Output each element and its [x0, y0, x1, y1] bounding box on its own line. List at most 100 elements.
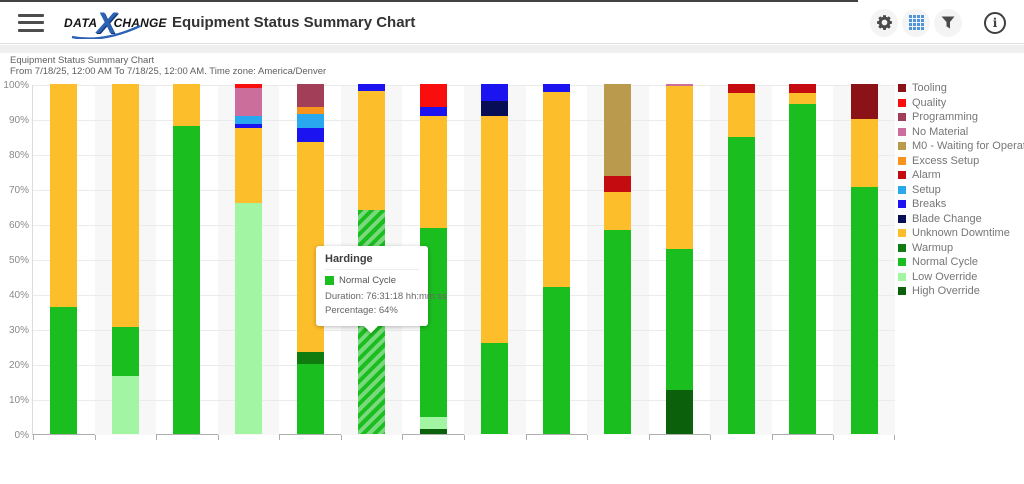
bar-segment-unknown-downtime[interactable] — [173, 84, 201, 126]
legend-item-high-override[interactable]: High Override — [898, 284, 1024, 299]
bar-segment-alarm[interactable] — [789, 84, 817, 94]
gridline — [33, 85, 895, 86]
legend-item-programming[interactable]: Programming — [898, 110, 1024, 125]
legend-item-excess-setup[interactable]: Excess Setup — [898, 154, 1024, 169]
bar-Star[interactable] — [850, 84, 878, 434]
x-axis-tick — [710, 435, 712, 440]
bar-segment-unknown-downtime[interactable] — [604, 192, 632, 230]
legend-swatch — [898, 272, 906, 281]
bar-segment-normal-cycle[interactable] — [542, 287, 570, 434]
bar-segment-breaks[interactable] — [542, 84, 570, 93]
bar-segment-programming[interactable] — [296, 84, 324, 107]
y-axis-label: 40% — [8, 290, 29, 301]
bar-segment-unknown-downtime[interactable] — [50, 84, 78, 307]
bar-segment-low-override[interactable] — [235, 203, 262, 434]
legend-item-warmup[interactable]: Warmup — [898, 241, 1024, 256]
bar-segment-breaks[interactable] — [419, 107, 447, 116]
bar-segment-setup[interactable] — [296, 113, 324, 128]
legend-item-no-material[interactable]: No Material — [898, 125, 1024, 140]
bar-Saw[interactable] — [481, 84, 509, 434]
bar-segment-no-material[interactable] — [235, 87, 262, 116]
legend-item-blade-change[interactable]: Blade Change — [898, 212, 1024, 227]
grid-view-button[interactable] — [902, 8, 930, 37]
legend-item-m0-waiting-for-operator[interactable]: M0 - Waiting for Operator — [898, 139, 1024, 154]
logo-swoosh — [71, 24, 141, 39]
bar-segment-breaks[interactable] — [481, 84, 509, 102]
bar-31i[interactable] — [604, 84, 632, 434]
bar-segment-normal-cycle[interactable] — [173, 126, 201, 434]
legend-swatch — [898, 214, 906, 223]
bar-segment-tooling[interactable] — [850, 84, 878, 119]
legend-label: Unknown Downtime — [912, 227, 1010, 240]
bar-segment-unknown-downtime[interactable] — [727, 93, 755, 137]
bar-segment-breaks[interactable] — [358, 84, 386, 91]
bar-segment-breaks[interactable] — [235, 124, 262, 129]
bar-segment-quality[interactable] — [235, 84, 262, 88]
bar-segment-blade-change[interactable] — [481, 101, 509, 116]
bar-Punch[interactable] — [173, 84, 201, 434]
bar-Doosan[interactable] — [235, 84, 262, 434]
bar-segment-normal-cycle[interactable] — [727, 136, 755, 434]
legend-item-low-override[interactable]: Low Override — [898, 270, 1024, 285]
bar-segment-warmup[interactable] — [296, 352, 324, 364]
bar-segment-normal-cycle[interactable] — [666, 248, 693, 390]
bar-Okuma[interactable] — [111, 84, 139, 434]
bar-segment-low-override[interactable] — [419, 417, 447, 430]
bar-840d[interactable] — [666, 84, 693, 434]
legend-item-quality[interactable]: Quality — [898, 96, 1024, 111]
bar-segment-normal-cycle[interactable] — [481, 343, 509, 434]
legend-label: Excess Setup — [912, 154, 980, 167]
bar-Makino[interactable] — [727, 84, 755, 434]
legend-item-unknown-downtime[interactable]: Unknown Downtime — [898, 226, 1024, 241]
bar-segment-quality[interactable] — [419, 84, 447, 108]
bar-segment-normal-cycle[interactable] — [296, 364, 324, 434]
bar-segment-m0-waiting-for-operator[interactable] — [604, 84, 632, 177]
legend-label: High Override — [912, 285, 980, 298]
bar-segment-low-override[interactable] — [111, 376, 139, 434]
bar-segment-unknown-downtime[interactable] — [850, 119, 878, 188]
legend-item-tooling[interactable]: Tooling — [898, 81, 1024, 96]
bar-Mazak[interactable] — [789, 84, 817, 434]
legend-label: Low Override — [912, 270, 978, 283]
legend-item-setup[interactable]: Setup — [898, 183, 1024, 198]
filter-button[interactable] — [934, 8, 962, 37]
bar-segment-normal-cycle[interactable] — [111, 327, 139, 377]
settings-button[interactable] — [870, 8, 898, 37]
legend-item-normal-cycle[interactable]: Normal Cycle — [898, 255, 1024, 270]
info-button[interactable]: i — [984, 11, 1006, 34]
chart-title: Equipment Status Summary Chart — [10, 55, 155, 66]
bar-segment-unknown-downtime[interactable] — [789, 93, 817, 104]
bar-segment-unknown-downtime[interactable] — [481, 115, 509, 343]
legend-item-alarm[interactable]: Alarm — [898, 168, 1024, 183]
x-axis-tick — [340, 435, 342, 440]
bar-segment-unknown-downtime[interactable] — [111, 84, 139, 328]
y-axis-label: 10% — [8, 395, 29, 406]
x-axis-tick — [33, 435, 34, 440]
bar-segment-breaks[interactable] — [296, 127, 324, 142]
bar-segment-no-material[interactable] — [666, 84, 693, 86]
bar-segment-alarm[interactable] — [727, 84, 755, 94]
bar-segment-normal-cycle[interactable] — [50, 306, 78, 434]
hamburger-menu-icon[interactable] — [18, 13, 44, 32]
bar-Laser[interactable] — [50, 84, 78, 434]
bar-segment-high-override[interactable] — [419, 429, 447, 434]
bar-segment-high-override[interactable] — [666, 389, 693, 434]
x-axis-tick — [217, 435, 219, 440]
bar-segment-unknown-downtime[interactable] — [358, 91, 386, 210]
bar-segment-unknown-downtime[interactable] — [666, 85, 693, 249]
bar-segment-unknown-downtime[interactable] — [542, 92, 570, 287]
bar-Welder[interactable] — [542, 84, 570, 434]
bar-segment-unknown-downtime[interactable] — [419, 115, 447, 228]
legend-item-breaks[interactable]: Breaks — [898, 197, 1024, 212]
legend-label: M0 - Waiting for Operator — [912, 140, 1024, 153]
bar-segment-excess-setup[interactable] — [296, 106, 324, 114]
bar-segment-normal-cycle[interactable] — [604, 229, 632, 434]
funnel-icon — [941, 16, 955, 29]
legend-swatch — [898, 98, 906, 107]
bar-segment-unknown-downtime[interactable] — [235, 128, 262, 203]
bar-segment-normal-cycle[interactable] — [850, 187, 878, 434]
bar-segment-normal-cycle[interactable] — [789, 103, 817, 434]
bar-segment-setup[interactable] — [235, 115, 262, 125]
bar-segment-alarm[interactable] — [604, 176, 632, 193]
